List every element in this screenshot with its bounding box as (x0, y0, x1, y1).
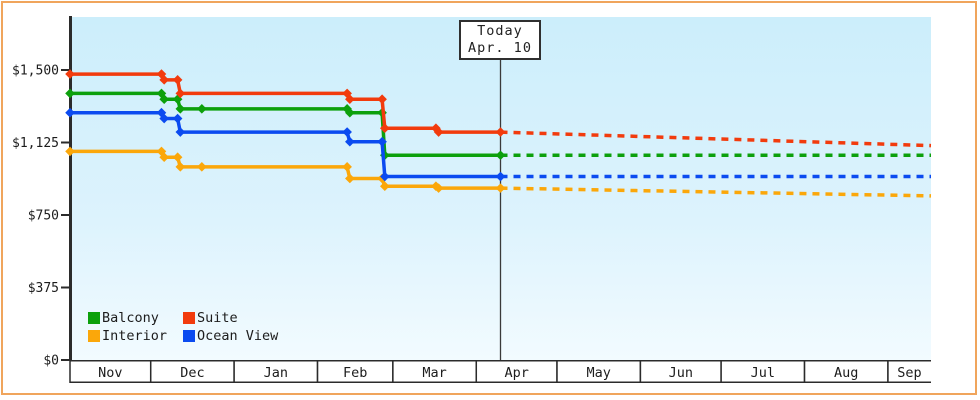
data-point-ocean-view (65, 107, 75, 118)
data-point-ocean-view (345, 136, 355, 147)
y-axis-label: $0 (43, 354, 59, 369)
today-marker-box: Today Apr. 10 (459, 20, 541, 60)
x-axis-month-label: Jan (264, 365, 288, 381)
data-point-suite (433, 127, 444, 137)
data-point-interior (197, 162, 207, 172)
data-point-interior (345, 173, 355, 184)
data-point-balcony (156, 88, 167, 99)
data-point-balcony (345, 107, 355, 118)
data-point-interior (495, 183, 506, 193)
month-cell-border (887, 360, 931, 383)
data-point-ocean-view (175, 127, 186, 137)
data-point-suite (65, 69, 75, 79)
data-point-interior (342, 162, 352, 172)
data-point-interior (65, 146, 75, 157)
data-point-ocean-view (342, 127, 352, 137)
suite-swatch-icon (183, 312, 195, 324)
data-point-interior (175, 162, 186, 172)
ocean-view-swatch-icon (183, 330, 195, 342)
data-point-interior (380, 181, 390, 191)
data-point-suite (377, 94, 387, 104)
data-point-suite (345, 94, 355, 104)
data-point-suite (156, 69, 167, 79)
data-point-interior (433, 183, 444, 193)
data-point-balcony (175, 104, 186, 114)
legend-item-ocean-view: Ocean View (183, 328, 278, 344)
legend-item-interior: Interior (88, 328, 183, 344)
x-axis-month-label: Apr (504, 365, 528, 381)
data-point-ocean-view (495, 171, 506, 182)
data-point-interior (156, 146, 167, 157)
balcony-swatch-icon (88, 312, 100, 324)
y-axis-label: $1,500 (12, 64, 59, 79)
data-point-suite (495, 127, 506, 137)
data-point-ocean-view (159, 113, 169, 124)
data-point-ocean-view (172, 113, 183, 124)
legend-label: Balcony (102, 310, 159, 326)
data-point-balcony (159, 94, 169, 104)
legend-item-balcony: Balcony (88, 310, 183, 326)
data-point-balcony (65, 88, 75, 99)
data-point-balcony (342, 104, 352, 114)
data-point-ocean-view (380, 171, 390, 182)
data-point-suite (172, 75, 183, 85)
x-axis-month-label: Aug (834, 365, 858, 381)
series-projection-interior (500, 186, 932, 198)
x-axis-month-label: Feb (343, 365, 367, 381)
data-point-ocean-view (156, 107, 167, 118)
x-axis-month-label: Sep (897, 365, 921, 381)
x-axis-month-label: Mar (422, 365, 446, 381)
legend: Balcony Suite Interior Ocean View (88, 310, 278, 344)
x-axis-month-label: May (587, 365, 611, 381)
interior-swatch-icon (88, 330, 100, 342)
x-axis-month-label: Dec (180, 365, 204, 381)
today-date: Apr. 10 (468, 40, 532, 56)
data-point-balcony (197, 104, 207, 114)
y-axis-label: $375 (28, 281, 59, 296)
month-cell (887, 360, 931, 383)
today-label: Today (477, 23, 523, 39)
data-point-interior (172, 152, 183, 162)
data-point-suite (380, 123, 390, 133)
y-axis-line (69, 16, 72, 361)
y-axis-label: $750 (28, 209, 59, 224)
x-axis-month-label: Jul (751, 365, 775, 381)
data-point-ocean-view (377, 136, 387, 147)
data-point-balcony (495, 150, 506, 161)
data-point-suite (175, 88, 186, 99)
x-axis-month-label: Nov (98, 365, 122, 381)
x-axis-month-label: Jun (669, 365, 693, 381)
data-point-suite (342, 88, 352, 99)
data-point-interior (159, 152, 169, 162)
legend-label: Suite (197, 310, 238, 326)
legend-label: Ocean View (197, 328, 279, 344)
y-axis-label: $1,125 (12, 136, 59, 151)
legend-label: Interior (102, 328, 168, 344)
series-projection-suite (500, 130, 932, 148)
data-point-suite (159, 75, 169, 85)
data-point-suite (431, 123, 441, 133)
legend-item-suite: Suite (183, 310, 278, 326)
